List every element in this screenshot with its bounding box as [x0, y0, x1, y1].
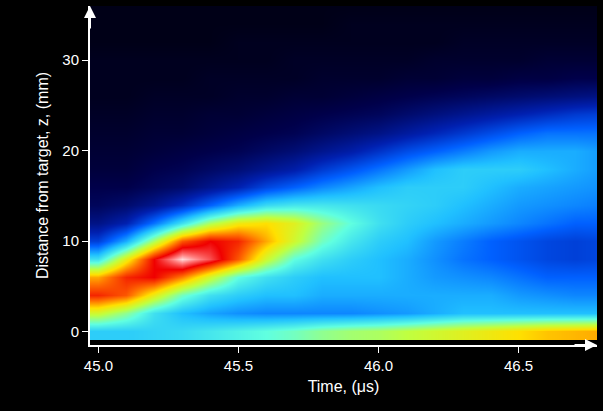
svg-text:Time, (μs): Time, (μs) [308, 378, 380, 395]
svg-text:30: 30 [62, 51, 79, 68]
svg-text:45.5: 45.5 [224, 357, 253, 374]
svg-text:20: 20 [62, 142, 79, 159]
svg-text:46.5: 46.5 [504, 357, 533, 374]
svg-text:10: 10 [62, 232, 79, 249]
svg-text:45.0: 45.0 [84, 357, 113, 374]
svg-text:Distance from target, z, (mm): Distance from target, z, (mm) [34, 72, 51, 279]
svg-text:0: 0 [71, 323, 79, 340]
svg-text:46.0: 46.0 [364, 357, 393, 374]
